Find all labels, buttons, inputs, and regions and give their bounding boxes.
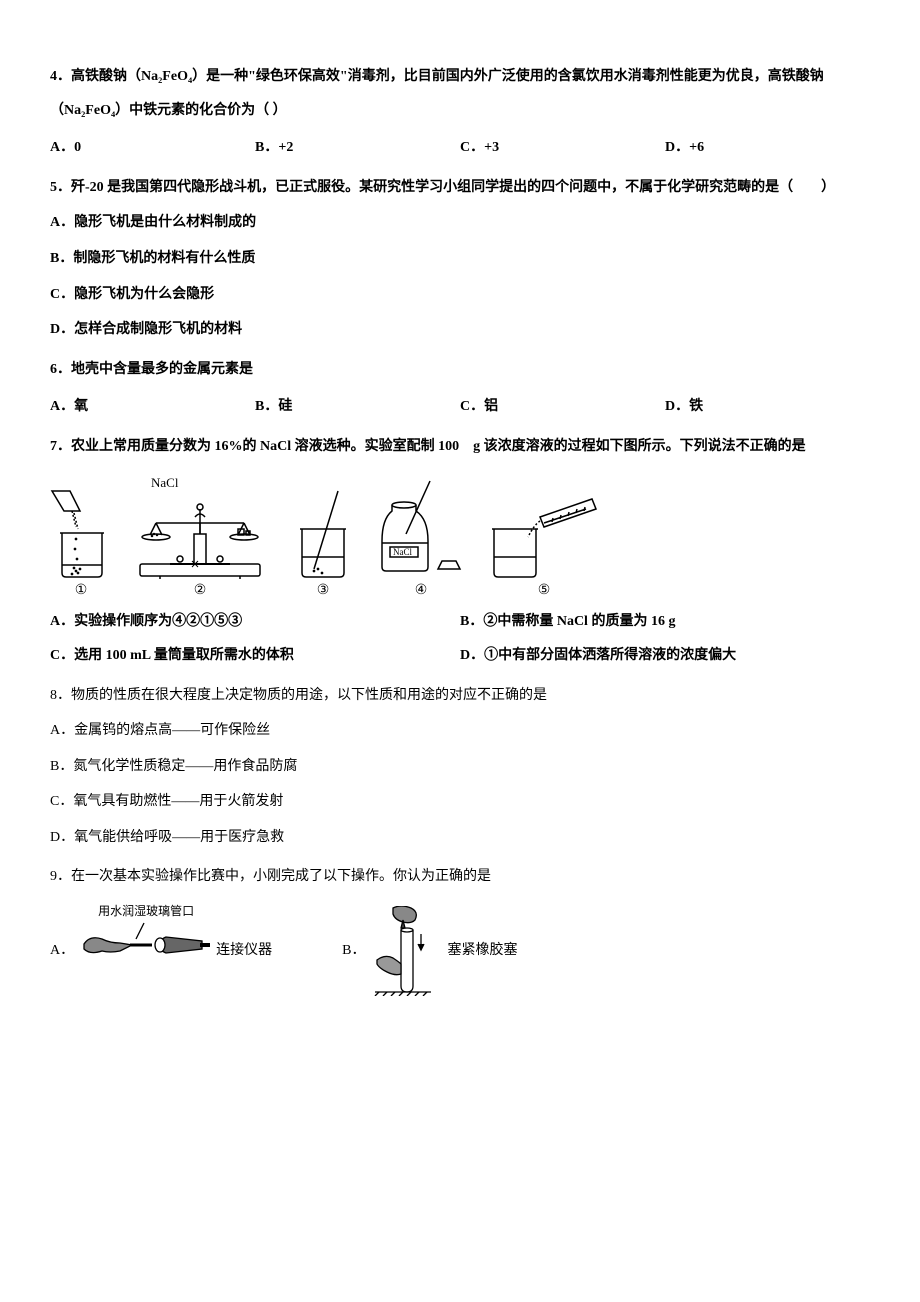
- q8-option-a: A．金属钨的熔点高——可作保险丝: [50, 714, 870, 748]
- insert-stopper-icon: [371, 906, 441, 996]
- question-8-text: 8．物质的性质在很大程度上决定物质的用途，以下性质和用途的对应不正确的是: [50, 679, 870, 713]
- q8-option-d: D．氧气能供给呼吸——用于医疗急救: [50, 821, 870, 855]
- pouring-cylinder-icon: [484, 489, 604, 579]
- q9-a-caption: 连接仪器: [216, 934, 272, 968]
- question-7: 7．农业上常用质量分数为 16%的 NaCl 溶液选种。实验室配制 100 g …: [50, 430, 870, 673]
- q7-diagrams: ① NaCl: [50, 476, 870, 600]
- q4-option-a: A．0: [50, 131, 255, 165]
- svg-text:NaCl: NaCl: [393, 547, 412, 557]
- q9-b-letter: B．: [342, 934, 365, 968]
- question-8: 8．物质的性质在很大程度上决定物质的用途，以下性质和用途的对应不正确的是 A．金…: [50, 679, 870, 855]
- q7-d2-label: ②: [194, 583, 207, 600]
- q7-option-a: A．实验操作顺序为④②①⑤③: [50, 605, 460, 639]
- q7-diagram-5: ⑤: [484, 489, 604, 600]
- q7-option-d: D．①中有部分固体洒落所得溶液的浓度偏大: [460, 639, 870, 673]
- beaker-pouring-icon: [50, 489, 112, 579]
- q5-option-c: C．隐形飞机为什么会隐形: [50, 278, 870, 312]
- q9-a-note: 用水润湿玻璃管口: [98, 897, 194, 926]
- question-9-options: A． 用水润湿玻璃管口 连接仪器 B．: [50, 906, 870, 996]
- q9-b-caption: 塞紧橡胶塞: [447, 934, 517, 968]
- q4-option-c: C．+3: [460, 131, 665, 165]
- balance-scale-icon: [130, 489, 270, 579]
- q7-d3-label: ③: [317, 583, 330, 600]
- q7-d5-label: ⑤: [538, 583, 551, 600]
- question-5-text: 5．歼-20 是我国第四代隐形战斗机，已正式服役。某研究性学习小组同学提出的四个…: [50, 171, 870, 205]
- question-7-options-row1: A．实验操作顺序为④②①⑤③ B．②中需称量 NaCl 的质量为 16 g: [50, 605, 870, 639]
- q9-option-b: B．: [342, 906, 517, 996]
- q7-diagram-4: NaCl ④: [376, 479, 466, 600]
- beaker-stir-icon: [288, 489, 358, 579]
- q7-option-b: B．②中需称量 NaCl 的质量为 16 g: [460, 605, 870, 639]
- question-9-text: 9．在一次基本实验操作比赛中，小刚完成了以下操作。你认为正确的是: [50, 860, 870, 894]
- connect-apparatus-icon: [80, 919, 210, 969]
- question-7-text: 7．农业上常用质量分数为 16%的 NaCl 溶液选种。实验室配制 100 g …: [50, 430, 870, 464]
- q7-d1-label: ①: [75, 583, 88, 600]
- reagent-bottle-icon: NaCl: [376, 479, 466, 579]
- question-8-options: A．金属钨的熔点高——可作保险丝 B．氮气化学性质稳定——用作食品防腐 C．氧气…: [50, 714, 870, 854]
- q6-option-d: D．铁: [665, 390, 870, 424]
- question-4: 4．高铁酸钠（Na₂FeO₄）是一种"绿色环保高效"消毒剂，比目前国内外广泛使用…: [50, 60, 870, 165]
- q7-nacl-top-label: NaCl: [109, 476, 291, 489]
- question-6: 6．地壳中含量最多的金属元素是 A．氧 B．硅 C．铝 D．铁: [50, 353, 870, 424]
- question-4-text: 4．高铁酸钠（Na₂FeO₄）是一种"绿色环保高效"消毒剂，比目前国内外广泛使用…: [50, 60, 870, 127]
- q5-option-d: D．怎样合成制隐形飞机的材料: [50, 313, 870, 347]
- q8-option-c: C．氧气具有助燃性——用于火箭发射: [50, 785, 870, 819]
- question-4-options: A．0 B．+2 C．+3 D．+6: [50, 131, 870, 165]
- q7-d4-label: ④: [415, 583, 428, 600]
- question-6-text: 6．地壳中含量最多的金属元素是: [50, 353, 870, 387]
- q7-diagram-2: NaCl: [130, 476, 270, 600]
- q6-option-c: C．铝: [460, 390, 665, 424]
- q6-option-b: B．硅: [255, 390, 460, 424]
- q9-option-a: A． 用水润湿玻璃管口 连接仪器: [50, 919, 272, 983]
- q7-diagram-1: ①: [50, 489, 112, 600]
- q8-option-b: B．氮气化学性质稳定——用作食品防腐: [50, 750, 870, 784]
- q6-option-a: A．氧: [50, 390, 255, 424]
- q4-option-b: B．+2: [255, 131, 460, 165]
- question-6-options: A．氧 B．硅 C．铝 D．铁: [50, 390, 870, 424]
- question-9: 9．在一次基本实验操作比赛中，小刚完成了以下操作。你认为正确的是 A． 用水润湿…: [50, 860, 870, 996]
- question-5: 5．歼-20 是我国第四代隐形战斗机，已正式服役。某研究性学习小组同学提出的四个…: [50, 171, 870, 347]
- question-7-options-row2: C．选用 100 mL 量筒量取所需水的体积 D．①中有部分固体洒落所得溶液的浓…: [50, 639, 870, 673]
- q5-option-b: B．制隐形飞机的材料有什么性质: [50, 242, 870, 276]
- question-5-options: A．隐形飞机是由什么材料制成的 B．制隐形飞机的材料有什么性质 C．隐形飞机为什…: [50, 206, 870, 346]
- q9-a-letter: A．: [50, 934, 74, 968]
- q7-diagram-3: ③: [288, 489, 358, 600]
- q7-option-c: C．选用 100 mL 量筒量取所需水的体积: [50, 639, 460, 673]
- q5-option-a: A．隐形飞机是由什么材料制成的: [50, 206, 870, 240]
- q4-option-d: D．+6: [665, 131, 870, 165]
